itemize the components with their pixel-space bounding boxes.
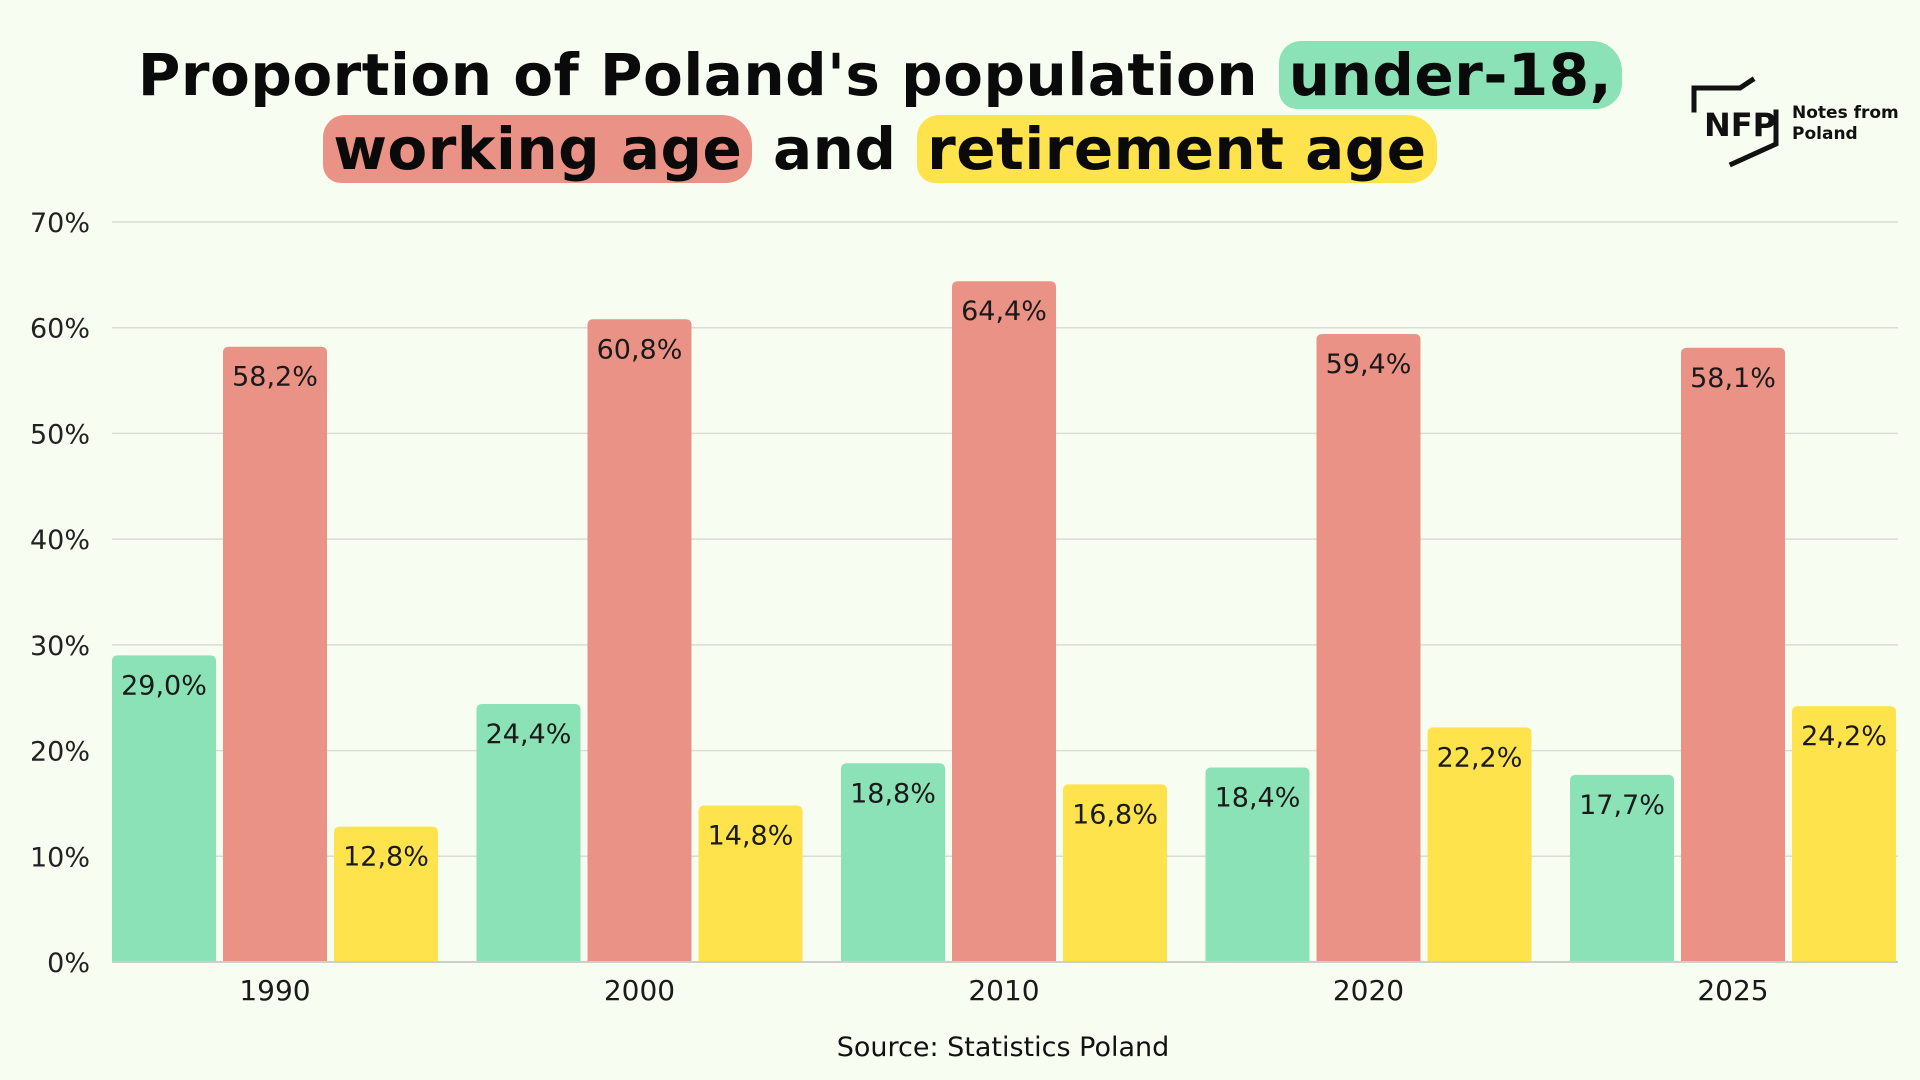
bar [1570,774,1674,962]
bar-value-label: 18,4% [1215,782,1301,813]
y-tick-label: 10% [30,842,90,873]
nfp-logo-icon: NFP [1691,76,1779,168]
y-tick-label: 60% [30,314,90,345]
x-tick-label: 2020 [1333,974,1404,1007]
logo-line-2: Poland [1792,124,1858,144]
bar [1427,727,1532,962]
bar [841,763,945,962]
bar [1681,347,1785,962]
bar-value-label: 29,0% [121,670,207,701]
y-tick-label: 50% [30,419,90,450]
logo-mark: NFP [1704,106,1776,144]
x-tick-label: 2000 [604,974,675,1007]
x-tick-label: 2010 [968,974,1039,1007]
logo-line-1: Notes from [1792,103,1899,123]
y-tick-label: 40% [30,525,90,556]
bar [698,805,803,962]
y-tick-label: 30% [30,631,90,662]
title-part-1: Proportion of Poland's population [137,41,1279,109]
bar [1063,784,1167,962]
bar [1205,767,1310,962]
bar-value-label: 59,4% [1326,349,1412,380]
bar-value-label: 22,2% [1437,742,1523,773]
bar-value-label: 16,8% [1072,799,1158,830]
bar [1792,706,1896,962]
bar [952,281,1056,962]
bar [476,704,581,962]
bar-value-label: 60,8% [597,334,683,365]
bar-value-label: 12,8% [343,842,429,873]
x-tick-label: 2025 [1697,974,1768,1007]
bar [112,655,216,962]
bar-value-label: 64,4% [961,296,1047,327]
y-tick-label: 20% [30,737,90,768]
title-highlight-retirement-age: retirement age [917,115,1437,183]
y-tick-label: 0% [47,948,90,979]
x-tick-label: 1990 [239,974,310,1007]
bar-value-label: 17,7% [1579,790,1665,821]
bar [223,346,327,962]
bar-value-label: 58,2% [232,362,318,393]
bar-value-label: 18,8% [850,778,936,809]
bar-value-label: 14,8% [708,821,794,852]
logo-frame-top [1691,76,1756,113]
bar [334,826,438,962]
bar-value-label: 24,4% [486,719,572,750]
chart-title: Proportion of Poland's population under-… [0,38,1760,186]
y-tick-label: 70% [30,208,90,239]
title-highlight-working-age: working age [323,115,753,183]
title-highlight-under18: under-18, [1278,41,1623,109]
logo-frame-bottom [1728,109,1779,168]
bar [1316,334,1421,962]
logo-wordmark: Notes from Poland [1792,103,1899,145]
bar [587,319,692,962]
title-connector: and [752,115,918,183]
source-note: Source: Statistics Poland [836,1032,1170,1063]
bar-value-label: 58,1% [1690,363,1776,394]
bar-value-label: 24,2% [1801,721,1887,752]
